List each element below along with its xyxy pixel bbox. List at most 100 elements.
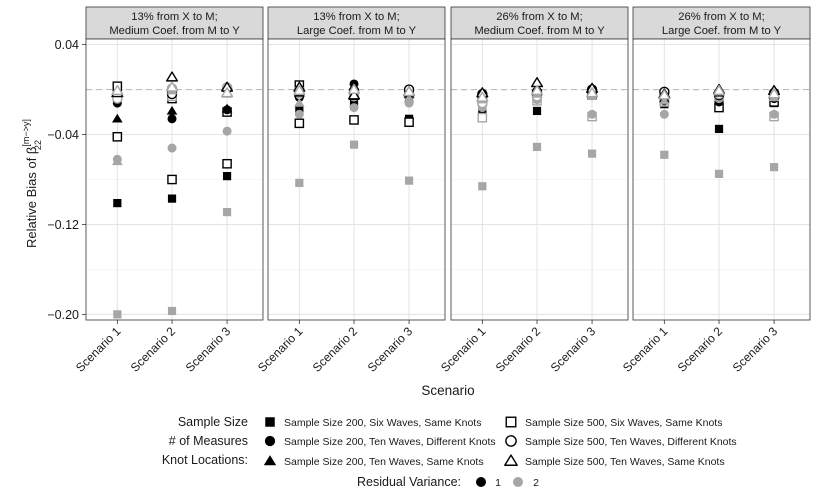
data-point-square xyxy=(167,194,177,203)
data-point-square xyxy=(404,117,414,127)
legend-entry-label: Sample Size 500, Ten Waves, Same Knots xyxy=(525,456,725,468)
x-tick-label: Scenario 2 xyxy=(493,324,544,375)
y-tick-label: 0.04 xyxy=(55,38,79,52)
panel-title-line2: Medium Coef. from M to Y xyxy=(109,25,240,37)
panel-border xyxy=(632,38,811,321)
legend-entry: Sample Size 200, Ten Waves, Different Kn… xyxy=(264,435,496,448)
data-point-square xyxy=(167,174,177,185)
legend-layer: Sample Size # of Measures Knot Locations: S… xyxy=(162,415,737,489)
data-point-triangle xyxy=(712,84,726,96)
data-point-circle xyxy=(167,114,177,124)
y-tick-label: −0.20 xyxy=(47,308,79,322)
data-point-triangle xyxy=(403,93,415,103)
panel-points xyxy=(658,83,781,178)
data-point-square xyxy=(477,112,488,123)
data-point-triangle xyxy=(403,86,416,97)
panel-title-line2: Medium Coef. from M to Y xyxy=(474,25,605,37)
panel-points xyxy=(293,79,416,187)
data-point-square xyxy=(532,106,542,116)
data-point-circle xyxy=(769,109,779,119)
data-point-square xyxy=(714,169,724,178)
panel-border xyxy=(267,38,446,321)
data-point-square xyxy=(222,207,232,217)
data-point-square xyxy=(113,199,122,208)
panel-4: 26% from X to M; Large Coef. from M to Y S… xyxy=(620,6,811,375)
data-point-triangle xyxy=(111,84,124,96)
x-tick-label: Scenario 1 xyxy=(73,324,124,375)
y-tick-label: −0.12 xyxy=(47,218,79,232)
legend-key-circle xyxy=(264,435,276,447)
data-point-triangle xyxy=(165,71,179,82)
data-point-square xyxy=(349,115,359,125)
panel-title-line2: Large Coef. from M to Y xyxy=(297,25,417,37)
data-point-triangle xyxy=(111,113,123,123)
data-point-circle xyxy=(294,109,304,119)
data-point-square xyxy=(478,182,487,191)
legend-entry: Sample Size 500, Ten Waves, Same Knots xyxy=(504,454,725,468)
panel-title-line1: 26% from X to M; xyxy=(678,11,764,23)
data-point-circle xyxy=(167,143,177,153)
data-point-triangle xyxy=(476,91,489,102)
variance-key-label: 1 xyxy=(495,477,501,489)
data-point-triangle xyxy=(293,84,306,96)
x-tick-label: Scenario 3 xyxy=(730,324,781,375)
x-tick-label: Scenario 1 xyxy=(255,324,306,375)
x-axis-title: Scenario xyxy=(421,383,474,398)
data-point-triangle xyxy=(293,97,305,107)
x-tick-label: Scenario 2 xyxy=(128,324,179,375)
data-point-triangle xyxy=(768,88,781,99)
data-point-triangle xyxy=(221,103,233,113)
x-tick-label: Scenario 3 xyxy=(365,324,416,375)
x-tick-label: Scenario 1 xyxy=(438,324,489,375)
legend-key-square xyxy=(265,417,275,427)
legend-entry-label: Sample Size 500, Six Waves, Same Knots xyxy=(525,417,722,429)
x-tick-label: Scenario 3 xyxy=(183,324,234,375)
data-point-square xyxy=(404,176,414,185)
legend-entry-label: Sample Size 500, Ten Waves, Different Kn… xyxy=(525,436,737,448)
panel-title-line1: 13% from X to M; xyxy=(131,11,217,23)
data-point-square xyxy=(222,172,232,181)
data-point-triangle xyxy=(166,105,178,115)
legend-key-square xyxy=(505,416,517,428)
data-point-circle xyxy=(222,126,232,136)
legend-title-line: Sample Size xyxy=(178,415,248,429)
variance-key-label: 2 xyxy=(533,477,539,489)
data-point-square xyxy=(349,140,359,149)
legend-entry: Sample Size 200, Six Waves, Same Knots xyxy=(265,417,481,429)
panel-points xyxy=(111,71,234,319)
panel-strip xyxy=(267,6,446,40)
legend-entry-label: Sample Size 200, Ten Waves, Different Kn… xyxy=(284,436,496,448)
data-point-square xyxy=(769,163,779,172)
data-point-triangle xyxy=(165,81,179,92)
variance-legend-title: Residual Variance: xyxy=(357,475,461,489)
y-tick-label: −0.04 xyxy=(47,128,79,142)
panel-title-line1: 13% from X to M; xyxy=(313,11,399,23)
data-point-triangle xyxy=(586,87,599,98)
panel-points xyxy=(476,77,599,191)
legend-title-line: Knot Locations: xyxy=(162,453,248,467)
data-point-square xyxy=(660,150,669,159)
axes-layer: 0.04 −0.04 −0.12 −0.20 Relative Bias of β[m−… xyxy=(21,38,475,398)
data-point-triangle xyxy=(347,89,361,100)
data-point-square xyxy=(167,306,177,316)
panel-strip xyxy=(632,6,811,40)
legend-title-line: # of Measures xyxy=(169,434,248,448)
data-point-circle xyxy=(659,109,669,119)
legend-entry-label: Sample Size 200, Ten Waves, Same Knots xyxy=(284,456,484,468)
data-point-square xyxy=(587,149,597,158)
legend-entry: Sample Size 200, Ten Waves, Same Knots xyxy=(263,455,484,468)
panel-title-line2: Large Coef. from M to Y xyxy=(662,25,782,37)
data-point-square xyxy=(532,142,542,152)
panel-title-line1: 26% from X to M; xyxy=(496,11,582,23)
data-point-triangle xyxy=(658,95,670,105)
panel-1: 13% from X to M; Medium Coef. from M to Y… xyxy=(73,6,264,375)
data-point-triangle xyxy=(530,84,544,96)
x-tick-label: Scenario 2 xyxy=(310,324,361,375)
legend-key-triangle xyxy=(263,455,277,466)
x-tick-label: Scenario 2 xyxy=(675,324,726,375)
data-point-square xyxy=(714,124,724,134)
x-tick-label: Scenario 1 xyxy=(620,324,671,375)
legend-key-circle xyxy=(505,435,517,447)
x-tick-label: Scenario 3 xyxy=(548,324,599,375)
